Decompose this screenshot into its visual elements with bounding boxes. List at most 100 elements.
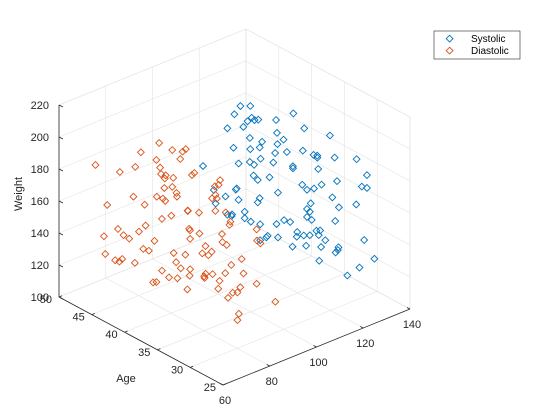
- point-systolic-51: [288, 242, 297, 251]
- point-systolic-41: [317, 180, 326, 189]
- point-diastolic-69: [168, 182, 177, 191]
- grid-sidewall-z-120: [245, 188, 411, 278]
- point-systolic-49: [240, 214, 249, 223]
- point-diastolic-62: [195, 229, 204, 238]
- grid-sidewall-z-200: [245, 60, 411, 150]
- grid-floor-x-100: [152, 258, 317, 348]
- z-tick-mark-160: [58, 200, 64, 204]
- x-tick-label-140: 140: [403, 319, 421, 331]
- point-diastolic-29: [119, 231, 128, 240]
- x-tick-mark-80: [266, 364, 270, 367]
- x-tick-mark-100: [313, 345, 317, 348]
- point-systolic-42: [331, 248, 340, 257]
- point-diastolic-89: [211, 206, 220, 215]
- point-systolic-89: [314, 164, 323, 174]
- point-diastolic-99: [157, 266, 167, 275]
- point-systolic-69: [273, 140, 282, 149]
- point-systolic-96: [302, 212, 312, 222]
- point-diastolic-42: [233, 288, 242, 297]
- point-diastolic-20: [222, 240, 231, 249]
- point-diastolic-49: [130, 258, 139, 267]
- point-systolic-15: [236, 102, 245, 111]
- point-diastolic-0: [210, 182, 219, 191]
- point-diastolic-36: [233, 316, 242, 325]
- point-diastolic-75: [136, 148, 145, 157]
- z-tick-label-180: 180: [31, 164, 49, 176]
- point-systolic-80: [246, 101, 255, 111]
- point-diastolic-66: [186, 234, 195, 243]
- point-systolic-58: [265, 173, 274, 182]
- z-tick-mark-120: [58, 264, 64, 268]
- point-systolic-44: [243, 117, 252, 126]
- y-tick-mark-45: [91, 313, 95, 315]
- point-diastolic-94: [169, 249, 178, 258]
- point-systolic-70: [302, 241, 311, 250]
- point-systolic-73: [312, 226, 321, 235]
- point-diastolic-16: [212, 194, 221, 203]
- point-systolic-7: [279, 135, 288, 144]
- grid-floor-y-35: [157, 273, 345, 351]
- point-diastolic-68: [172, 188, 181, 197]
- point-systolic-35: [282, 147, 291, 157]
- point-diastolic-61: [221, 269, 230, 278]
- point-diastolic-17: [271, 297, 280, 306]
- point-systolic-88: [317, 242, 326, 252]
- grid-floor-y-45: [91, 238, 279, 315]
- point-systolic-28: [360, 236, 369, 245]
- point-systolic-33: [357, 182, 366, 191]
- grid-backwall-z-160: [58, 124, 247, 202]
- grid-floor-x-120: [199, 239, 364, 329]
- point-systolic-24: [292, 232, 301, 241]
- point-systolic-64: [246, 145, 255, 154]
- z-tick-label-120: 120: [31, 260, 49, 272]
- point-systolic-97: [330, 153, 339, 162]
- z-tick-mark-200: [58, 136, 64, 140]
- point-diastolic-8: [217, 230, 227, 239]
- point-diastolic-67: [208, 270, 217, 279]
- point-systolic-47: [334, 243, 343, 252]
- legend-marker-diastolic: [445, 46, 454, 55]
- point-systolic-14: [305, 231, 314, 240]
- point-systolic-83: [288, 162, 297, 171]
- point-diastolic-45: [204, 251, 213, 260]
- x-tick-label-60: 60: [219, 395, 231, 407]
- z-tick-label-160: 160: [31, 196, 49, 208]
- point-systolic-93: [325, 131, 334, 140]
- point-systolic-54: [258, 137, 267, 146]
- point-systolic-4: [234, 195, 243, 204]
- point-diastolic-56: [115, 167, 124, 177]
- point-systolic-39: [305, 207, 314, 216]
- z-tick-mark-180: [58, 168, 64, 172]
- point-diastolic-55: [149, 278, 158, 287]
- point-diastolic-40: [152, 192, 161, 201]
- y-axis-label: Age: [116, 373, 136, 385]
- point-systolic-50: [272, 128, 282, 137]
- grid-sidewall-z-160: [245, 124, 411, 214]
- x-tick-mark-120: [360, 326, 364, 329]
- point-systolic-27: [315, 256, 324, 265]
- x-tick-mark-60: [219, 383, 224, 386]
- point-systolic-57: [245, 133, 254, 142]
- point-systolic-1: [245, 157, 254, 166]
- point-diastolic-87: [158, 194, 167, 203]
- point-systolic-8: [362, 171, 371, 180]
- point-diastolic-54: [169, 173, 178, 182]
- floor-edge-right: [245, 220, 411, 310]
- point-diastolic-80: [155, 138, 164, 148]
- point-systolic-23: [298, 146, 307, 155]
- point-systolic-82: [273, 233, 283, 242]
- point-systolic-79: [307, 215, 316, 224]
- point-diastolic-21: [125, 234, 134, 243]
- point-diastolic-71: [234, 309, 243, 318]
- point-diastolic-32: [152, 155, 161, 164]
- point-diastolic-70: [215, 276, 224, 285]
- point-systolic-75: [230, 110, 239, 119]
- point-systolic-55: [263, 231, 272, 240]
- point-diastolic-85: [225, 220, 234, 229]
- point-systolic-6: [299, 231, 308, 240]
- z-tick-mark-140: [58, 232, 64, 236]
- grid-floor-y-30: [190, 291, 378, 368]
- point-diastolic-47: [236, 283, 245, 292]
- top-edge-side: [245, 28, 411, 118]
